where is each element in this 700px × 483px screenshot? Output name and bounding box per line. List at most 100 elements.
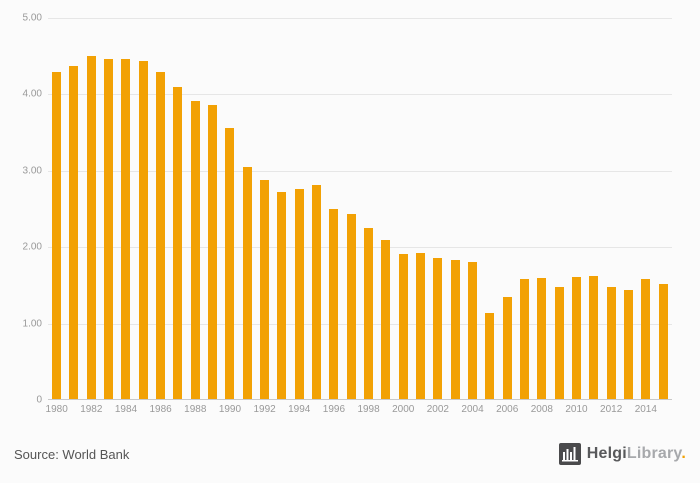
bar [416, 253, 426, 400]
bar-slot: 2000 [392, 18, 414, 415]
bar [242, 166, 252, 400]
x-tick-label: 2012 [600, 404, 623, 415]
bar [364, 228, 374, 400]
gridline [48, 170, 672, 172]
bar-slot [377, 18, 394, 400]
bar-slot: 2004 [461, 18, 484, 415]
bar-slot [481, 18, 498, 400]
bar-slot [169, 18, 186, 400]
bar-slot [447, 18, 464, 400]
bar [450, 260, 460, 400]
bar [260, 179, 270, 400]
x-tick-label: 1990 [218, 404, 242, 415]
bar [190, 100, 200, 400]
bar [173, 86, 183, 400]
x-tick-label: 1998 [357, 404, 380, 415]
chart-footer: Source: World Bank HelgiLibrary. [0, 431, 700, 483]
bar-slot [343, 18, 360, 400]
bar-slot: 1980 [46, 18, 68, 415]
bar-slot [239, 18, 256, 400]
bar-slot: 1982 [80, 18, 102, 415]
bar [606, 286, 616, 400]
x-tick-label: 1992 [253, 404, 276, 415]
x-tick-label: 1994 [288, 404, 311, 415]
bar [658, 283, 668, 400]
bar [294, 189, 304, 400]
bar [86, 56, 96, 400]
bar [381, 239, 391, 400]
bar-slot: 1986 [150, 18, 172, 415]
x-tick-label: 1988 [184, 404, 207, 415]
bar [537, 277, 547, 400]
bar-slot [412, 18, 429, 400]
bar-slot: 2006 [496, 18, 518, 415]
bar [346, 214, 356, 400]
plot-area: 1980 1982 1984 1986 1988 1990 1992 1994 1996 1998… [46, 18, 672, 415]
logo-text-dot: . [681, 445, 686, 462]
bar-chart: 0 1.00 2.00 3.00 4.00 5.00 1980 1982 1984 1986 19… [0, 13, 672, 415]
bar-slot [620, 18, 637, 400]
bar [554, 286, 564, 400]
source-label: Source: World Bank [14, 446, 130, 462]
x-tick-label: 2000 [392, 404, 415, 415]
bar [502, 296, 512, 400]
y-axis-labels: 0 1.00 2.00 3.00 4.00 5.00 [0, 13, 42, 406]
bar [277, 192, 287, 400]
bar [225, 128, 235, 400]
bar [138, 60, 148, 400]
bar-slot: 1990 [219, 18, 241, 415]
x-tick-label: 2014 [634, 404, 657, 415]
helgi-logo-text: HelgiLibrary. [587, 445, 686, 463]
x-tick-label: 1986 [149, 404, 172, 415]
x-tick-label: 1980 [45, 404, 68, 415]
bar-slot [100, 18, 117, 400]
x-tick-label: 2004 [461, 404, 484, 415]
bar [312, 185, 322, 400]
bar-slot: 1992 [253, 18, 276, 415]
y-tick-label: 0 [36, 394, 42, 406]
bar [208, 105, 218, 400]
helgi-library-logo: HelgiLibrary. [558, 443, 686, 465]
y-tick-label: 3.00 [22, 165, 42, 177]
bar-slot: 2008 [531, 18, 553, 415]
bar [641, 279, 651, 400]
bar-slot [516, 18, 533, 400]
bars-container: 1980 1982 1984 1986 1988 1990 1992 1994 1996 1998… [46, 18, 672, 415]
logo-text-helgi: Helgi [586, 445, 627, 462]
bar [468, 262, 478, 400]
y-tick-label: 2.00 [22, 241, 42, 253]
bar-slot: 2010 [565, 18, 588, 415]
bar-slot [135, 18, 152, 400]
bar-slot [654, 18, 671, 400]
bar-slot: 2002 [427, 18, 449, 415]
gridline [48, 94, 672, 96]
bar [398, 254, 408, 400]
y-tick-label: 4.00 [22, 88, 42, 100]
bar-slot: 2014 [635, 18, 657, 415]
x-tick-label: 1982 [80, 404, 103, 415]
bar [520, 279, 530, 400]
gridline [48, 18, 672, 19]
x-tick-label: 2006 [496, 404, 519, 415]
x-axis-line [48, 399, 672, 400]
bar-slot: 2012 [600, 18, 622, 415]
bar [623, 289, 633, 400]
bar [52, 72, 62, 400]
x-tick-label: 1996 [322, 404, 346, 415]
bar-slot: 1984 [115, 18, 137, 415]
x-tick-label: 2010 [565, 404, 588, 415]
logo-text-library: Library [626, 445, 682, 462]
bar-slot [308, 18, 325, 400]
bar [69, 66, 79, 400]
x-tick-label: 1984 [114, 404, 138, 415]
bar-slot [204, 18, 221, 400]
x-tick-label: 2002 [426, 404, 449, 415]
bar [589, 276, 599, 400]
y-tick-label: 1.00 [22, 318, 42, 330]
gridline [48, 323, 672, 325]
bar [485, 312, 495, 400]
bar-slot [65, 18, 82, 400]
bar-slot [585, 18, 602, 400]
bar-slot [551, 18, 568, 400]
